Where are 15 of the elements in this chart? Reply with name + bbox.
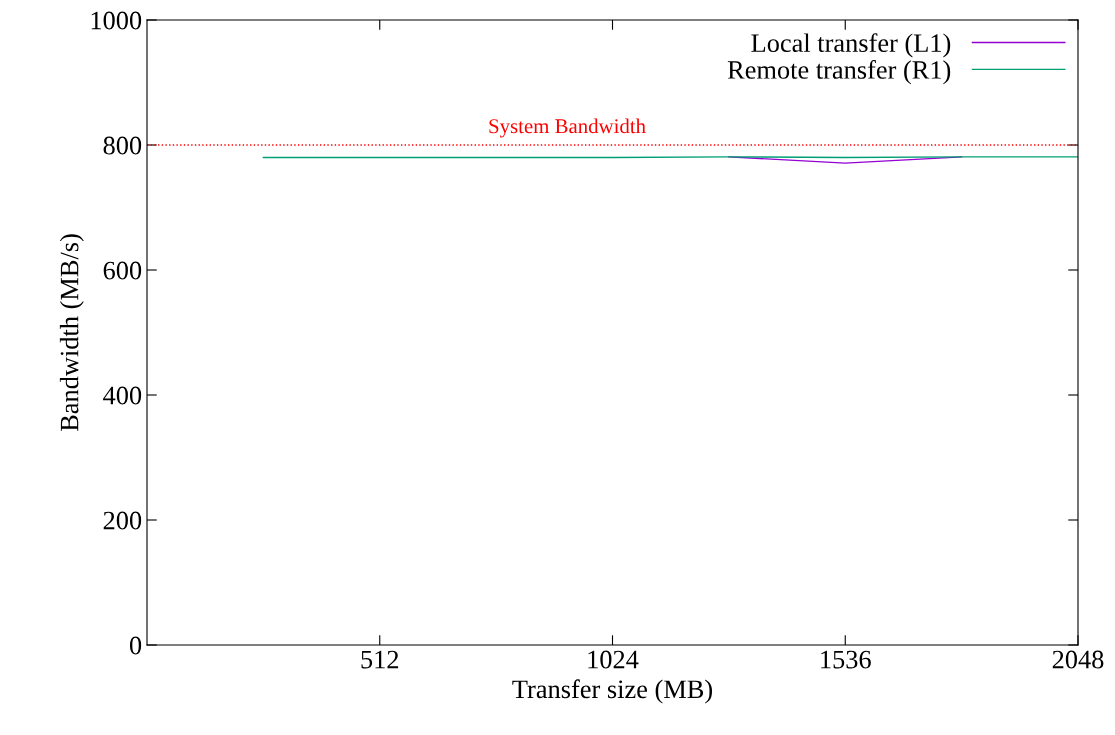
y-axis-title: Bandwidth (MB/s) [59, 234, 84, 432]
legend-label: Remote transfer (R1) [727, 60, 951, 85]
y-tick-label: 600 [103, 261, 142, 280]
x-tick-label: 2048 [1052, 650, 1104, 669]
ref-line-label: System Bandwidth [489, 118, 646, 138]
x-tick-label: 512 [361, 650, 399, 669]
y-tick-label: 200 [103, 511, 142, 530]
y-tick-label: 800 [103, 136, 142, 155]
x-tick-label: 1536 [821, 650, 871, 669]
x-axis-title: Transfer size (MB) [512, 679, 712, 704]
y-tick-label: 1000 [91, 11, 142, 30]
y-tick-label: 400 [103, 386, 142, 405]
x-tick-label: 1024 [588, 650, 639, 669]
y-tick-label: 0 [129, 636, 142, 655]
legend-label: Local transfer (L1) [751, 33, 951, 58]
